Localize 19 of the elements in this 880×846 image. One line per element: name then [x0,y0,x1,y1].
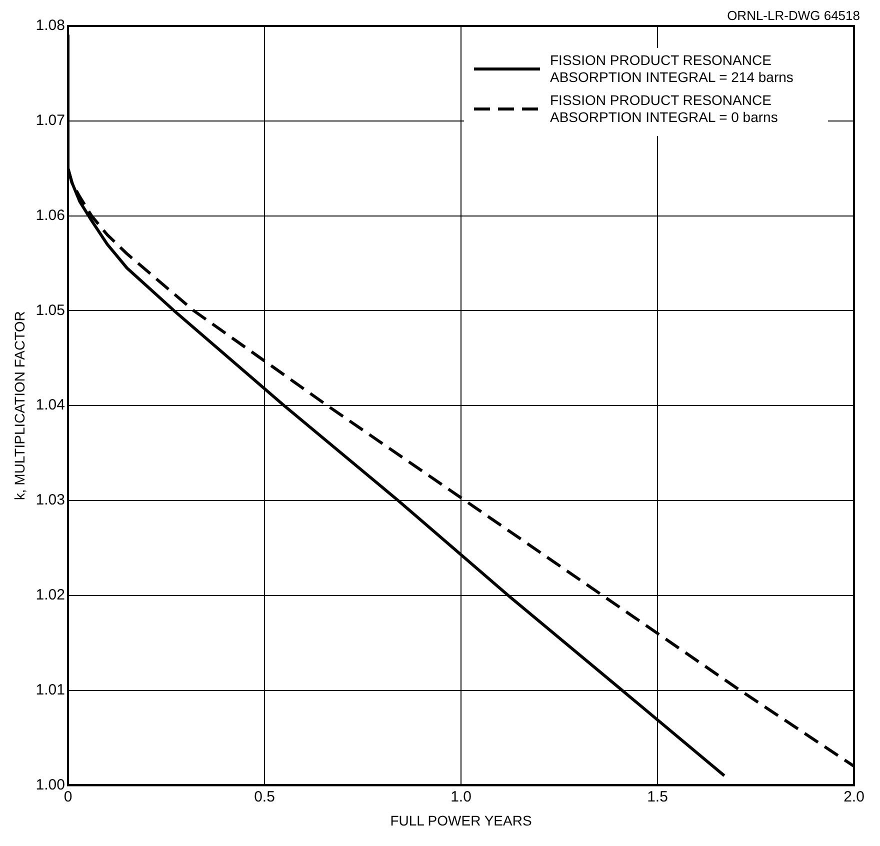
x-tick-label: 0 [64,788,72,806]
x-tick-label: 2.0 [844,788,864,806]
x-tick-label: 0.5 [254,788,275,806]
x-tick-label: 1.0 [450,788,472,806]
y-tick-label: 1.02 [36,586,65,604]
y-tick-label: 1.04 [36,396,65,414]
y-axis-title: k, MULTIPLICATION FACTOR [11,311,28,500]
y-tick-label: 1.05 [36,302,65,319]
y-tick-label: 1.06 [36,206,65,224]
x-axis-title: FULL POWER YEARS [390,812,532,828]
legend-label: FISSION PRODUCT RESONANCE ABSORPTION INTEGRAL = 214 barns [550,52,794,86]
legend-label: FISSION PRODUCT RESONANCE ABSORPTION INTEGRAL = 0 barns [550,92,779,126]
y-tick-label: 1.03 [36,492,65,509]
y-tick-label: 1.07 [36,112,65,130]
y-tick-label: 1.00 [36,776,65,794]
text: ORNL-LR-DWG 64518 [727,8,860,24]
y-tick-label: 1.01 [36,681,65,698]
x-tick-label: 1.5 [647,788,668,806]
y-tick-label: 1.08 [36,17,65,34]
